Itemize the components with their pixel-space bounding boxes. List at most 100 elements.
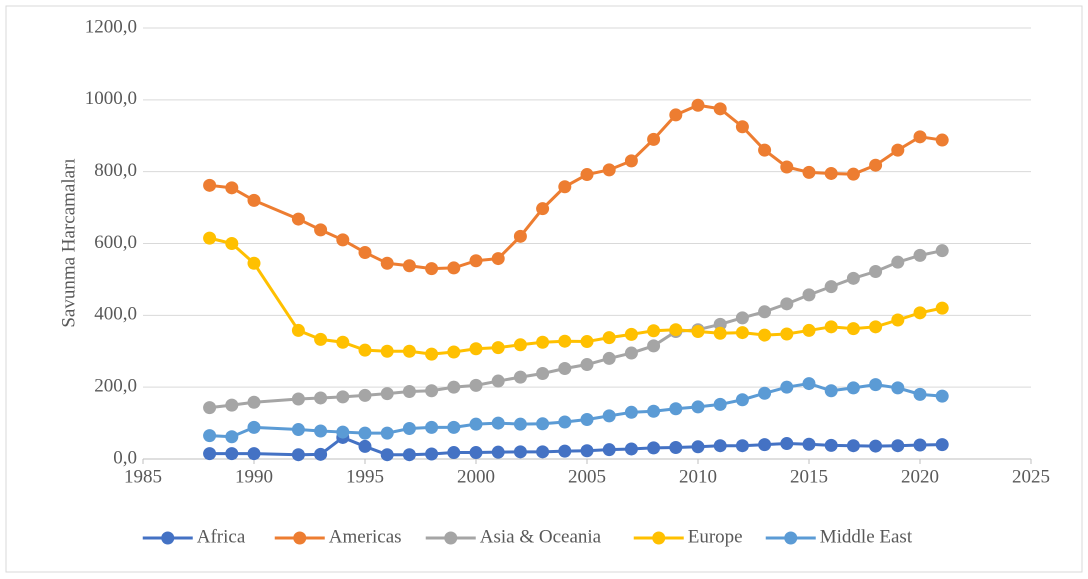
data-point xyxy=(336,425,350,439)
data-point xyxy=(291,448,305,462)
x-tick-label: 2025 xyxy=(1012,466,1050,487)
data-point xyxy=(824,384,838,398)
data-point xyxy=(624,346,638,360)
data-point xyxy=(802,437,816,451)
data-point xyxy=(291,212,305,226)
legend-marker xyxy=(293,531,307,545)
data-point xyxy=(558,334,572,348)
data-point xyxy=(891,381,905,395)
data-point xyxy=(735,120,749,134)
data-point xyxy=(669,441,683,455)
data-point xyxy=(647,404,661,418)
data-point xyxy=(580,168,594,182)
data-point xyxy=(758,386,772,400)
data-point xyxy=(691,98,705,112)
data-point xyxy=(846,322,860,336)
data-point xyxy=(846,439,860,453)
data-point xyxy=(225,181,239,195)
data-point xyxy=(469,446,483,460)
data-point xyxy=(203,429,217,443)
data-point xyxy=(824,320,838,334)
data-point xyxy=(491,416,505,430)
data-point xyxy=(802,323,816,337)
data-point xyxy=(447,380,461,394)
data-point xyxy=(225,447,239,461)
data-point xyxy=(513,417,527,431)
x-tick-label: 2000 xyxy=(457,466,495,487)
data-point xyxy=(513,370,527,384)
legend-marker xyxy=(784,531,798,545)
data-point xyxy=(647,339,661,353)
data-point xyxy=(580,444,594,458)
data-point xyxy=(558,415,572,429)
data-point xyxy=(203,178,217,192)
data-point xyxy=(425,384,439,398)
data-point xyxy=(713,102,727,116)
data-point xyxy=(358,388,372,402)
y-axis-title: Savunma Harcamaları xyxy=(58,158,79,327)
y-tick-label: 800,0 xyxy=(94,160,137,181)
data-point xyxy=(935,438,949,452)
y-tick-label: 0,0 xyxy=(113,447,137,468)
data-point xyxy=(203,231,217,245)
data-point xyxy=(846,167,860,181)
data-point xyxy=(780,297,794,311)
data-point xyxy=(358,439,372,453)
data-point xyxy=(802,165,816,179)
data-point xyxy=(402,259,416,273)
data-point xyxy=(358,343,372,357)
legend-marker xyxy=(444,531,458,545)
data-point xyxy=(491,374,505,388)
data-point xyxy=(758,328,772,342)
data-point xyxy=(558,361,572,375)
x-tick-label: 1990 xyxy=(235,466,273,487)
data-point xyxy=(314,332,328,346)
data-point xyxy=(602,443,616,457)
data-point xyxy=(447,261,461,275)
data-point xyxy=(447,446,461,460)
legend-item: Asia & Oceania xyxy=(425,526,602,547)
data-point xyxy=(402,344,416,358)
data-point xyxy=(913,248,927,262)
data-point xyxy=(735,326,749,340)
legend-item: Middle East xyxy=(765,526,913,547)
data-point xyxy=(447,420,461,434)
legend-label: Asia & Oceania xyxy=(480,526,602,547)
data-point xyxy=(669,108,683,122)
data-point xyxy=(624,442,638,456)
data-point xyxy=(491,252,505,266)
data-point xyxy=(225,237,239,250)
data-point xyxy=(780,327,794,341)
data-point xyxy=(624,405,638,419)
data-point xyxy=(913,438,927,452)
data-point xyxy=(447,345,461,359)
data-point xyxy=(891,255,905,269)
x-tick-label: 2020 xyxy=(901,466,939,487)
data-point xyxy=(425,262,439,276)
data-point xyxy=(536,367,550,381)
data-point xyxy=(380,256,394,270)
legend-item: Europe xyxy=(633,526,743,547)
data-point xyxy=(247,256,261,270)
data-point xyxy=(513,338,527,352)
data-point xyxy=(558,180,572,194)
legend-label: Africa xyxy=(197,526,246,547)
data-point xyxy=(247,447,261,461)
data-point xyxy=(780,380,794,394)
data-point xyxy=(536,335,550,349)
legend-label: Middle East xyxy=(820,526,913,547)
legend-label: Europe xyxy=(688,526,743,547)
y-tick-label: 1200,0 xyxy=(85,16,137,37)
data-point xyxy=(469,417,483,431)
data-point xyxy=(647,324,661,338)
data-point xyxy=(935,301,949,315)
x-tick-label: 2015 xyxy=(790,466,828,487)
data-point xyxy=(713,439,727,453)
data-point xyxy=(913,130,927,144)
data-point xyxy=(891,143,905,157)
data-point xyxy=(913,387,927,401)
data-point xyxy=(247,193,261,207)
data-point xyxy=(469,378,483,392)
data-point xyxy=(691,400,705,414)
